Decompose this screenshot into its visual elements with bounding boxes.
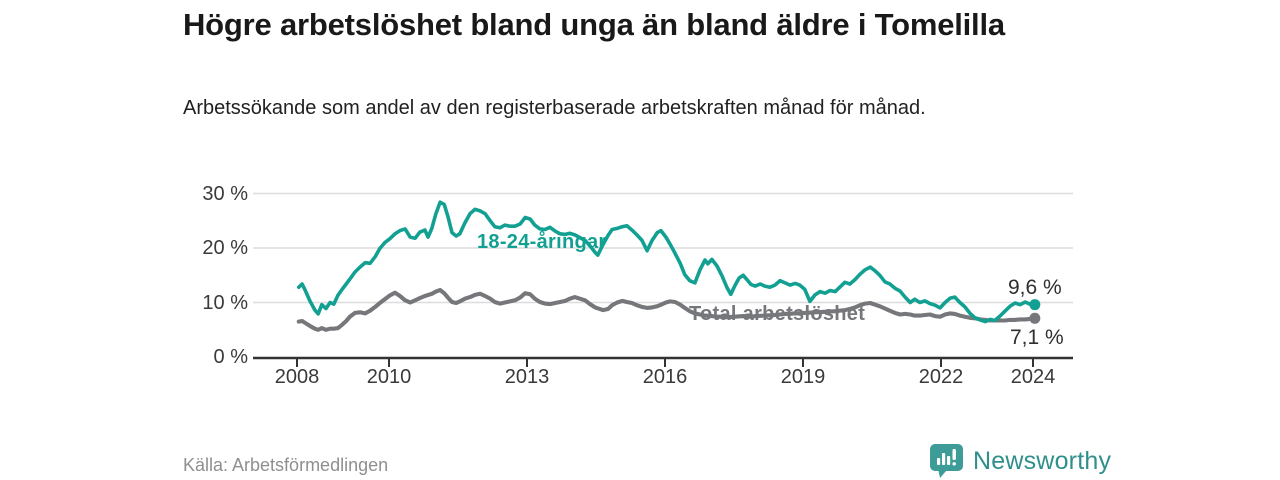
- y-axis-tick-label: 20 %: [202, 237, 248, 259]
- newsworthy-logo-icon: [930, 444, 963, 478]
- series-end-dot-total: [1029, 312, 1041, 324]
- y-axis-tick-label: 30 %: [202, 182, 248, 205]
- brand-lockup: Newsworthy: [930, 444, 1111, 478]
- x-axis-tick-label: 2019: [780, 366, 826, 388]
- chart-subtitle: Arbetssökande som andel av den registerb…: [183, 97, 926, 119]
- series-end-dot-young: [1029, 299, 1041, 311]
- x-axis-tick-label: 2013: [504, 366, 550, 388]
- x-axis-tick-label: 2010: [366, 366, 412, 388]
- page-title: Högre arbetslöshet bland unga än bland ä…: [183, 7, 1005, 42]
- x-axis-tick-label: 2008: [274, 366, 320, 388]
- x-axis-tick-label: 2016: [642, 366, 688, 388]
- y-axis-tick-label: 0 %: [213, 346, 248, 368]
- series-line-young: [296, 200, 1037, 324]
- y-axis-tick-label: 10 %: [202, 291, 248, 314]
- series-line-total: [296, 287, 1037, 332]
- x-axis-tick-label: 2022: [918, 366, 964, 388]
- end-value-label-young: 9,6 %: [1008, 276, 1062, 299]
- end-value-label-total: 7,1 %: [1010, 326, 1064, 349]
- source-attribution: Källa: Arbetsförmedlingen: [183, 455, 389, 475]
- series-label-young: 18-24-åringar: [477, 231, 607, 253]
- brand-name: Newsworthy: [973, 446, 1112, 475]
- x-axis-tick-label: 2024: [1010, 366, 1056, 388]
- series-label-total: Total arbetslöshet: [689, 303, 866, 325]
